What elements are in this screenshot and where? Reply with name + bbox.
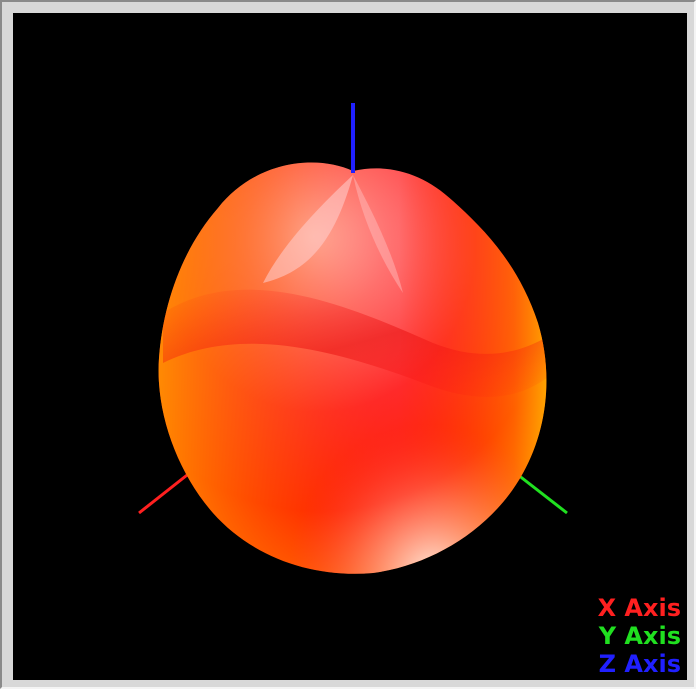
3d-viewport[interactable]: X Axis Y Axis Z Axis: [13, 13, 687, 680]
y-axis-line: [512, 469, 568, 515]
x-axis-line: [138, 466, 197, 515]
legend-x-axis: X Axis: [597, 594, 681, 622]
legend-y-axis: Y Axis: [598, 622, 681, 650]
legend-z-axis: Z Axis: [598, 650, 681, 678]
radiation-pattern-surface: [158, 162, 547, 574]
3d-scene[interactable]: [13, 13, 687, 680]
axis-legend: X Axis Y Axis Z Axis: [598, 594, 681, 678]
